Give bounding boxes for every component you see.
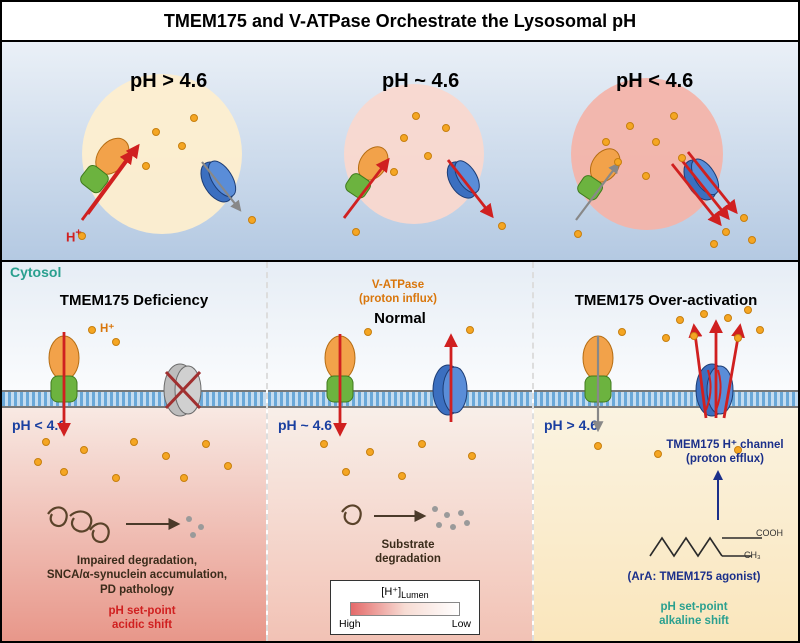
setpoint-3: pH set-point alkaline shift [634,600,754,629]
top-panel: pH > 4.6 pH ~ 4.6 pH < 4.6 H+ [2,42,798,262]
ph-label-3: pH < 4.6 [616,70,693,93]
hplus-col1: H⁺ [100,322,114,336]
legend-box: [H⁺]Lumen High Low [330,580,480,635]
setpoint-1: pH set-point acidic shift [82,604,202,633]
ph-label-1: pH > 4.6 [130,70,207,93]
bottom-panel: Cytosol Lysosome TMEM175 Deficiency pH <… [2,262,798,641]
tmem-note: TMEM175 H⁺ channel (proton efflux) [650,438,798,467]
col-overactivation: TMEM175 Over-activation pH > 4.6 [534,262,798,641]
outcome-1: Impaired degradation, SNCA/α-synuclein a… [32,554,242,597]
figure-title: TMEM175 and V-ATPase Orchestrate the Lys… [2,2,798,42]
agonist-note: (ArA: TMEM175 agonist) [604,570,784,584]
legend-low: Low [452,618,471,630]
figure-root: TMEM175 and V-ATPase Orchestrate the Lys… [0,0,800,643]
legend-title: [H⁺] [381,586,401,598]
legend-high: High [339,618,361,630]
col-deficiency: TMEM175 Deficiency pH < 4.6 [2,262,268,641]
col-normal: Normal V-ATPase (proton influx) pH ~ 4.6 [268,262,534,641]
outcome-2: Substrate degradation [358,538,458,567]
ph-label-2: pH ~ 4.6 [382,70,459,93]
